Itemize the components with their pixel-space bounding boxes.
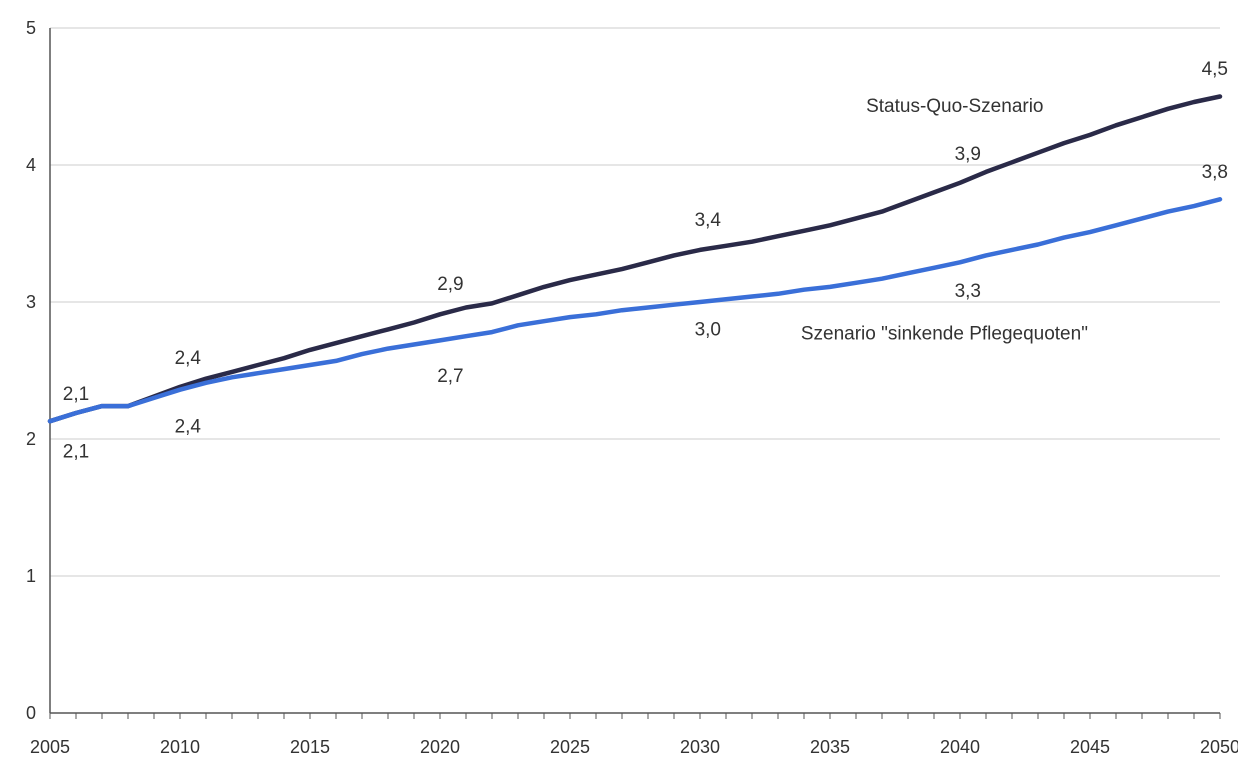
- data-label: 2,1: [63, 441, 89, 462]
- data-label: 3,0: [695, 319, 721, 340]
- x-tick-label: 2035: [810, 737, 850, 757]
- y-tick-label: 3: [26, 292, 36, 312]
- data-label: 2,9: [437, 274, 463, 295]
- x-tick-label: 2045: [1070, 737, 1110, 757]
- series-label: Status-Quo-Szenario: [866, 96, 1043, 117]
- data-label: 3,9: [955, 144, 981, 165]
- x-tick-label: 2005: [30, 737, 70, 757]
- data-label: 4,5: [1202, 59, 1228, 80]
- x-tick-label: 2015: [290, 737, 330, 757]
- x-tick-label: 2030: [680, 737, 720, 757]
- data-labels: 2,1 2,1 2,4 2,4 2,9 2,7 3,4 3,0 3,9 3,3 4,5 3,8: [63, 59, 1228, 462]
- y-tick-label: 5: [26, 18, 36, 38]
- x-tick-label: 2050: [1200, 737, 1238, 757]
- y-tick-label: 4: [26, 155, 36, 175]
- x-tick-label: 2025: [550, 737, 590, 757]
- y-tick-label: 2: [26, 429, 36, 449]
- y-tick-label: 0: [26, 703, 36, 723]
- series-label: Szenario "sinkende Pflegequoten": [801, 324, 1088, 345]
- data-label: 2,4: [175, 417, 202, 438]
- series-lines: [47, 94, 1223, 424]
- gridlines: [50, 27, 1220, 577]
- series-line-0: [47, 94, 1223, 424]
- x-axis: 2005 2010 2015 2020 2025 2030 2035 2040 2045 2050: [30, 712, 1238, 757]
- y-axis: 0 1 2 3 4 5: [26, 18, 51, 723]
- x-tick-label: 2010: [160, 737, 200, 757]
- series-line-1: [47, 197, 1223, 424]
- data-label: 3,4: [695, 210, 722, 231]
- data-label: 2,4: [175, 348, 202, 369]
- x-tick-label: 2020: [420, 737, 460, 757]
- data-label: 3,8: [1202, 162, 1228, 183]
- x-tick-label: 2040: [940, 737, 980, 757]
- y-tick-label: 1: [26, 566, 36, 586]
- data-label: 2,1: [63, 384, 89, 405]
- series-labels: Status-Quo-Szenario Szenario "sinkende Pf…: [801, 96, 1088, 344]
- data-label: 3,3: [955, 281, 981, 302]
- data-label: 2,7: [437, 366, 463, 387]
